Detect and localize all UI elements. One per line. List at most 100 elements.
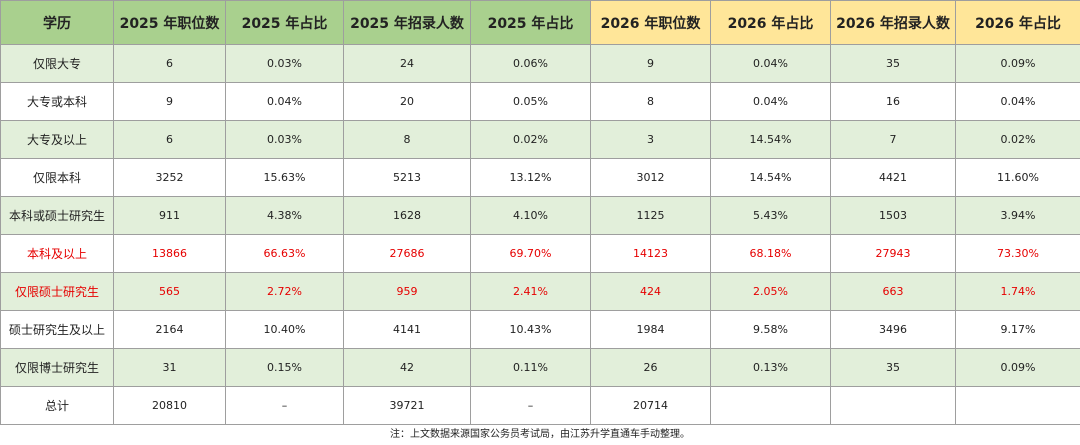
table-cell: 959 [344, 273, 471, 311]
table-cell: 0.06% [471, 45, 591, 83]
table-cell: 9 [114, 83, 226, 121]
table-cell: 73.30% [956, 235, 1080, 273]
table-cell: 42 [344, 349, 471, 387]
table-cell: 9.58% [711, 311, 831, 349]
table-cell: 35 [831, 45, 956, 83]
header-cell: 2025 年占比 [226, 1, 344, 45]
table-cell: 9.17% [956, 311, 1080, 349]
table-cell: 20 [344, 83, 471, 121]
table-cell: 8 [344, 121, 471, 159]
header-cell: 2025 年占比 [471, 1, 591, 45]
table-cell: 1984 [591, 311, 711, 349]
table-cell: 4.10% [471, 197, 591, 235]
header-cell: 学历 [1, 1, 114, 45]
header-cell: 2026 年占比 [711, 1, 831, 45]
table-cell: 16 [831, 83, 956, 121]
table-cell: 0.15% [226, 349, 344, 387]
table-cell [831, 387, 956, 425]
table-cell: 69.70% [471, 235, 591, 273]
footnote: 注：上文数据来源国家公务员考试局，由江苏升学直通车手动整理。 [0, 425, 1080, 445]
table-cell: 20810 [114, 387, 226, 425]
table-cell: 15.63% [226, 159, 344, 197]
table-cell: 0.11% [471, 349, 591, 387]
row-label: 本科及以上 [1, 235, 114, 273]
table-cell: 1125 [591, 197, 711, 235]
table-cell: 39721 [344, 387, 471, 425]
table-cell: 13866 [114, 235, 226, 273]
table-cell: 1.74% [956, 273, 1080, 311]
table-cell: 4.38% [226, 197, 344, 235]
table-cell: – [471, 387, 591, 425]
table-cell: 6 [114, 121, 226, 159]
row-label: 本科或硕士研究生 [1, 197, 114, 235]
table-cell: 0.03% [226, 121, 344, 159]
table-cell: 10.43% [471, 311, 591, 349]
table-cell: 2.05% [711, 273, 831, 311]
table-cell: 0.04% [226, 83, 344, 121]
table-cell [956, 387, 1080, 425]
table-cell: 2164 [114, 311, 226, 349]
header-cell: 2026 年职位数 [591, 1, 711, 45]
table-cell: 0.02% [471, 121, 591, 159]
table-cell: 7 [831, 121, 956, 159]
table-cell: 14.54% [711, 121, 831, 159]
table-cell: 5213 [344, 159, 471, 197]
table-cell: 0.09% [956, 45, 1080, 83]
table-cell: 4421 [831, 159, 956, 197]
table-cell: 20714 [591, 387, 711, 425]
table-cell: 11.60% [956, 159, 1080, 197]
table-cell: 0.04% [711, 83, 831, 121]
table-cell: – [226, 387, 344, 425]
table-cell: 31 [114, 349, 226, 387]
row-label: 硕士研究生及以上 [1, 311, 114, 349]
table-cell: 24 [344, 45, 471, 83]
table-cell: 3012 [591, 159, 711, 197]
table-cell: 1628 [344, 197, 471, 235]
table-cell: 3.94% [956, 197, 1080, 235]
table-cell: 68.18% [711, 235, 831, 273]
table-cell [711, 387, 831, 425]
table-cell: 0.03% [226, 45, 344, 83]
table-cell: 0.04% [956, 83, 1080, 121]
table-cell: 10.40% [226, 311, 344, 349]
table-cell: 0.05% [471, 83, 591, 121]
table-cell: 0.13% [711, 349, 831, 387]
table-cell: 424 [591, 273, 711, 311]
header-cell: 2025 年职位数 [114, 1, 226, 45]
table-cell: 66.63% [226, 235, 344, 273]
table-cell: 27686 [344, 235, 471, 273]
table-cell: 2.72% [226, 273, 344, 311]
table-cell: 5.43% [711, 197, 831, 235]
table-cell: 4141 [344, 311, 471, 349]
table-cell: 35 [831, 349, 956, 387]
table-cell: 2.41% [471, 273, 591, 311]
row-label: 仅限本科 [1, 159, 114, 197]
header-cell: 2026 年占比 [956, 1, 1080, 45]
table-cell: 3252 [114, 159, 226, 197]
table-cell: 1503 [831, 197, 956, 235]
table-cell: 14123 [591, 235, 711, 273]
table-cell: 14.54% [711, 159, 831, 197]
row-label: 仅限硕士研究生 [1, 273, 114, 311]
table-cell: 565 [114, 273, 226, 311]
table-cell: 9 [591, 45, 711, 83]
table-cell: 911 [114, 197, 226, 235]
row-label: 大专及以上 [1, 121, 114, 159]
row-label: 总计 [1, 387, 114, 425]
table-cell: 663 [831, 273, 956, 311]
table-cell: 3 [591, 121, 711, 159]
table-cell: 0.02% [956, 121, 1080, 159]
